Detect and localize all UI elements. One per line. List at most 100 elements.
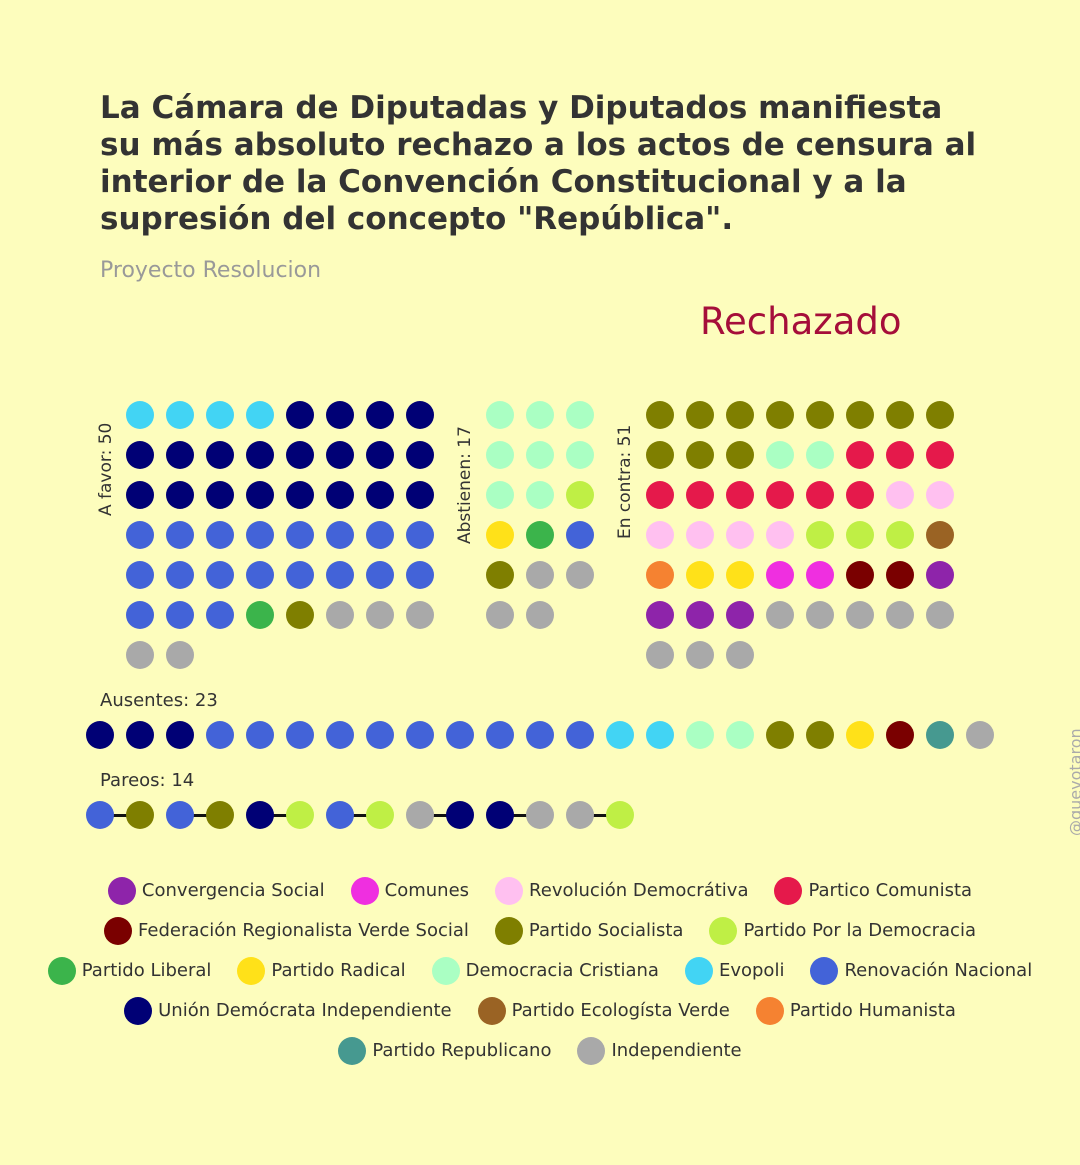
pareo-link-6 [500, 814, 540, 817]
seat-pareo-1 [86, 801, 114, 829]
seat-abstienen-2 [526, 401, 554, 429]
legend-label: Democracia Cristiana [465, 960, 659, 981]
seat-a-favor-3 [206, 401, 234, 429]
legend-item-union-democrata-independiente: Unión Demócrata Independiente [124, 997, 452, 1025]
seat-en-contra-4 [766, 401, 794, 429]
legend-swatch [107, 877, 136, 905]
seat-ausente-21 [886, 721, 914, 749]
seat-a-favor-7 [366, 401, 394, 429]
seat-pareo-10 [446, 801, 474, 829]
legend-label: Partido Ecologísta Verde [511, 1000, 730, 1021]
legend-item-partido-radical: Partido Radical [237, 957, 406, 985]
seat-en-contra-8 [926, 401, 954, 429]
pareo-link-2 [180, 814, 220, 817]
seat-en-contra-34 [686, 561, 714, 589]
seat-abstienen-5 [526, 441, 554, 469]
seat-a-favor-30 [326, 521, 354, 549]
author-handle: @quevotaron [1066, 728, 1080, 836]
seat-abstienen-12 [566, 521, 594, 549]
seat-en-contra-42 [686, 601, 714, 629]
seat-a-favor-8 [406, 401, 434, 429]
seat-a-favor-1 [126, 401, 154, 429]
legend-item-partido-liberal: Partido Liberal [47, 957, 212, 985]
seat-abstienen-3 [566, 401, 594, 429]
seat-a-favor-49 [126, 641, 154, 669]
legend-label: Evopoli [718, 960, 785, 981]
seat-a-favor-40 [406, 561, 434, 589]
seat-a-favor-43 [206, 601, 234, 629]
seat-en-contra-22 [846, 481, 874, 509]
seat-a-favor-39 [366, 561, 394, 589]
legend-label: Partico Comunista [808, 880, 973, 901]
seat-a-favor-37 [286, 561, 314, 589]
seat-en-contra-49 [646, 641, 674, 669]
legend-item-democracia-cristiana: Democracia Cristiana [431, 957, 659, 985]
seat-a-favor-19 [206, 481, 234, 509]
seat-en-contra-21 [806, 481, 834, 509]
seat-ausente-20 [846, 721, 874, 749]
legend-swatch [755, 997, 784, 1025]
seat-ausente-16 [686, 721, 714, 749]
seat-en-contra-9 [646, 441, 674, 469]
legend-swatch [350, 877, 379, 905]
legend-label: Partido Radical [271, 960, 406, 981]
legend-swatch [124, 997, 153, 1025]
seat-a-favor-35 [206, 561, 234, 589]
legend-swatch [709, 917, 738, 945]
seat-a-favor-36 [246, 561, 274, 589]
seat-en-contra-46 [846, 601, 874, 629]
seat-pareo-2 [126, 801, 154, 829]
seat-pareo-5 [246, 801, 274, 829]
seat-en-contra-28 [766, 521, 794, 549]
seat-en-contra-18 [686, 481, 714, 509]
seat-ausente-18 [766, 721, 794, 749]
seat-a-favor-24 [406, 481, 434, 509]
legend-item-evopoli: Evopoli [684, 957, 785, 985]
chart-subtitle: Proyecto Resolucion [100, 258, 322, 283]
seat-en-contra-35 [726, 561, 754, 589]
seat-abstienen-9 [566, 481, 594, 509]
seat-ausente-17 [726, 721, 754, 749]
seat-a-favor-6 [326, 401, 354, 429]
seat-ausente-13 [566, 721, 594, 749]
seat-a-favor-44 [246, 601, 274, 629]
seat-pareo-8 [366, 801, 394, 829]
legend-item-partido-republicano: Partido Republicano [338, 1037, 551, 1065]
pareo-link-1 [100, 814, 140, 817]
legend-label: Partido Socialista [528, 920, 684, 941]
legend-item-partido-socialista: Partido Socialista [494, 917, 684, 945]
legend-label: Partido Liberal [81, 960, 212, 981]
legend-item-partido-humanista: Partido Humanista [755, 997, 956, 1025]
seat-ausente-23 [966, 721, 994, 749]
seat-a-favor-47 [366, 601, 394, 629]
seat-abstienen-14 [526, 561, 554, 589]
seat-ausente-14 [606, 721, 634, 749]
seat-en-contra-26 [686, 521, 714, 549]
legend-label: Partido Humanista [789, 1000, 956, 1021]
seat-ausente-4 [206, 721, 234, 749]
seat-en-contra-33 [646, 561, 674, 589]
seat-en-contra-41 [646, 601, 674, 629]
pareo-link-4 [340, 814, 380, 817]
legend-item-partido-ecologista-verde: Partido Ecologísta Verde [477, 997, 730, 1025]
seat-en-contra-20 [766, 481, 794, 509]
seat-a-favor-27 [206, 521, 234, 549]
legend-swatch [494, 917, 523, 945]
seat-en-contra-31 [886, 521, 914, 549]
seat-en-contra-16 [926, 441, 954, 469]
seat-ausente-11 [486, 721, 514, 749]
seat-en-contra-39 [886, 561, 914, 589]
seat-ausente-9 [406, 721, 434, 749]
seat-a-favor-9 [126, 441, 154, 469]
seat-a-favor-50 [166, 641, 194, 669]
legend-item-revolucion-democrativa: Revolución Democrátiva [495, 877, 748, 905]
legend-item-partico-comunista: Partico Comunista [774, 877, 972, 905]
seat-a-favor-18 [166, 481, 194, 509]
party-legend: Convergencia Social Comunes Revolución Dem… [20, 877, 1060, 1065]
seat-ausente-22 [926, 721, 954, 749]
seat-en-contra-11 [726, 441, 754, 469]
seat-en-contra-32 [926, 521, 954, 549]
pareo-link-7 [580, 814, 620, 817]
seat-abstienen-10 [486, 521, 514, 549]
legend-label: Unión Demócrata Independiente [158, 1000, 452, 1021]
